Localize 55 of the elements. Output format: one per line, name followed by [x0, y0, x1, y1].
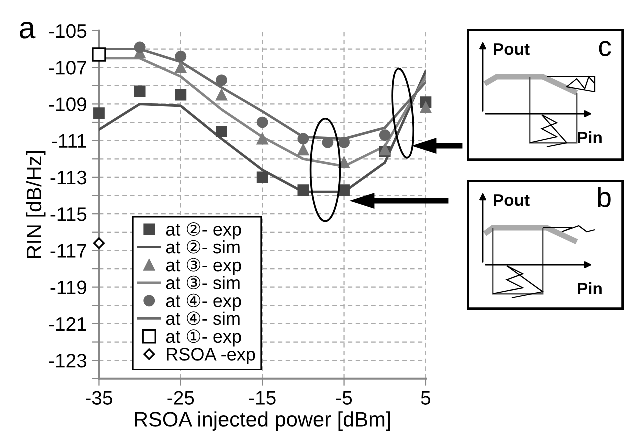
text: Pout — [494, 194, 530, 206]
point — [175, 62, 187, 74]
y-tick-label: -111 — [52, 134, 86, 148]
point — [256, 133, 268, 145]
point — [93, 238, 105, 250]
y-tick-label: -113 — [50, 170, 87, 185]
point — [256, 172, 268, 184]
x-axis-title: RSOA injected power [dBm] — [135, 412, 390, 432]
point — [134, 86, 146, 98]
point — [134, 42, 146, 54]
point — [92, 48, 106, 62]
point — [420, 102, 432, 114]
y-tick-label: -109 — [49, 98, 86, 112]
point — [175, 50, 187, 62]
y-tick-label: -123 — [49, 354, 87, 368]
x-tick-label: -25 — [168, 391, 194, 405]
point — [216, 74, 228, 86]
legend-label: at ③- exp — [166, 258, 242, 276]
x-tick-label: -15 — [249, 391, 276, 405]
point — [298, 133, 310, 145]
point — [298, 144, 310, 156]
point — [94, 108, 105, 120]
legend-label: at ②- sim — [166, 240, 240, 254]
y-tick-label: -121 — [49, 317, 86, 331]
legend-label: at ①- exp — [166, 330, 242, 347]
y-tick-label: -119 — [50, 280, 86, 295]
text: Pin — [578, 131, 602, 144]
y-tick-label: -107 — [49, 61, 86, 75]
point — [216, 126, 228, 138]
point — [338, 136, 350, 148]
legend-label: at ④- exp — [166, 294, 242, 311]
x-tick-label: -35 — [86, 391, 112, 405]
text: c — [599, 41, 612, 56]
point — [322, 136, 334, 148]
legend-label: RSOA -exp — [167, 348, 256, 364]
y-axis-title: RIN [dB/Hz] — [26, 151, 46, 258]
legend-label: at ②- exp — [166, 222, 242, 240]
legend-label: at ④- sim — [166, 312, 240, 326]
point — [175, 89, 187, 101]
y-tick-label: -115 — [50, 208, 87, 222]
point — [338, 157, 350, 168]
y-tick-label: -105 — [49, 24, 87, 38]
x-tick-label: -5 — [336, 391, 352, 405]
point — [338, 184, 350, 196]
point — [216, 89, 228, 101]
legend-label: at ③- sim — [166, 276, 240, 290]
text: b — [598, 187, 611, 208]
y-tick-label: -117 — [50, 244, 86, 258]
text: a — [20, 22, 36, 39]
text: Pout — [494, 44, 530, 56]
x-tick-label: 5 — [421, 391, 431, 405]
point — [379, 130, 391, 142]
text: Pin — [578, 282, 602, 295]
point — [298, 184, 310, 196]
point — [256, 116, 268, 128]
